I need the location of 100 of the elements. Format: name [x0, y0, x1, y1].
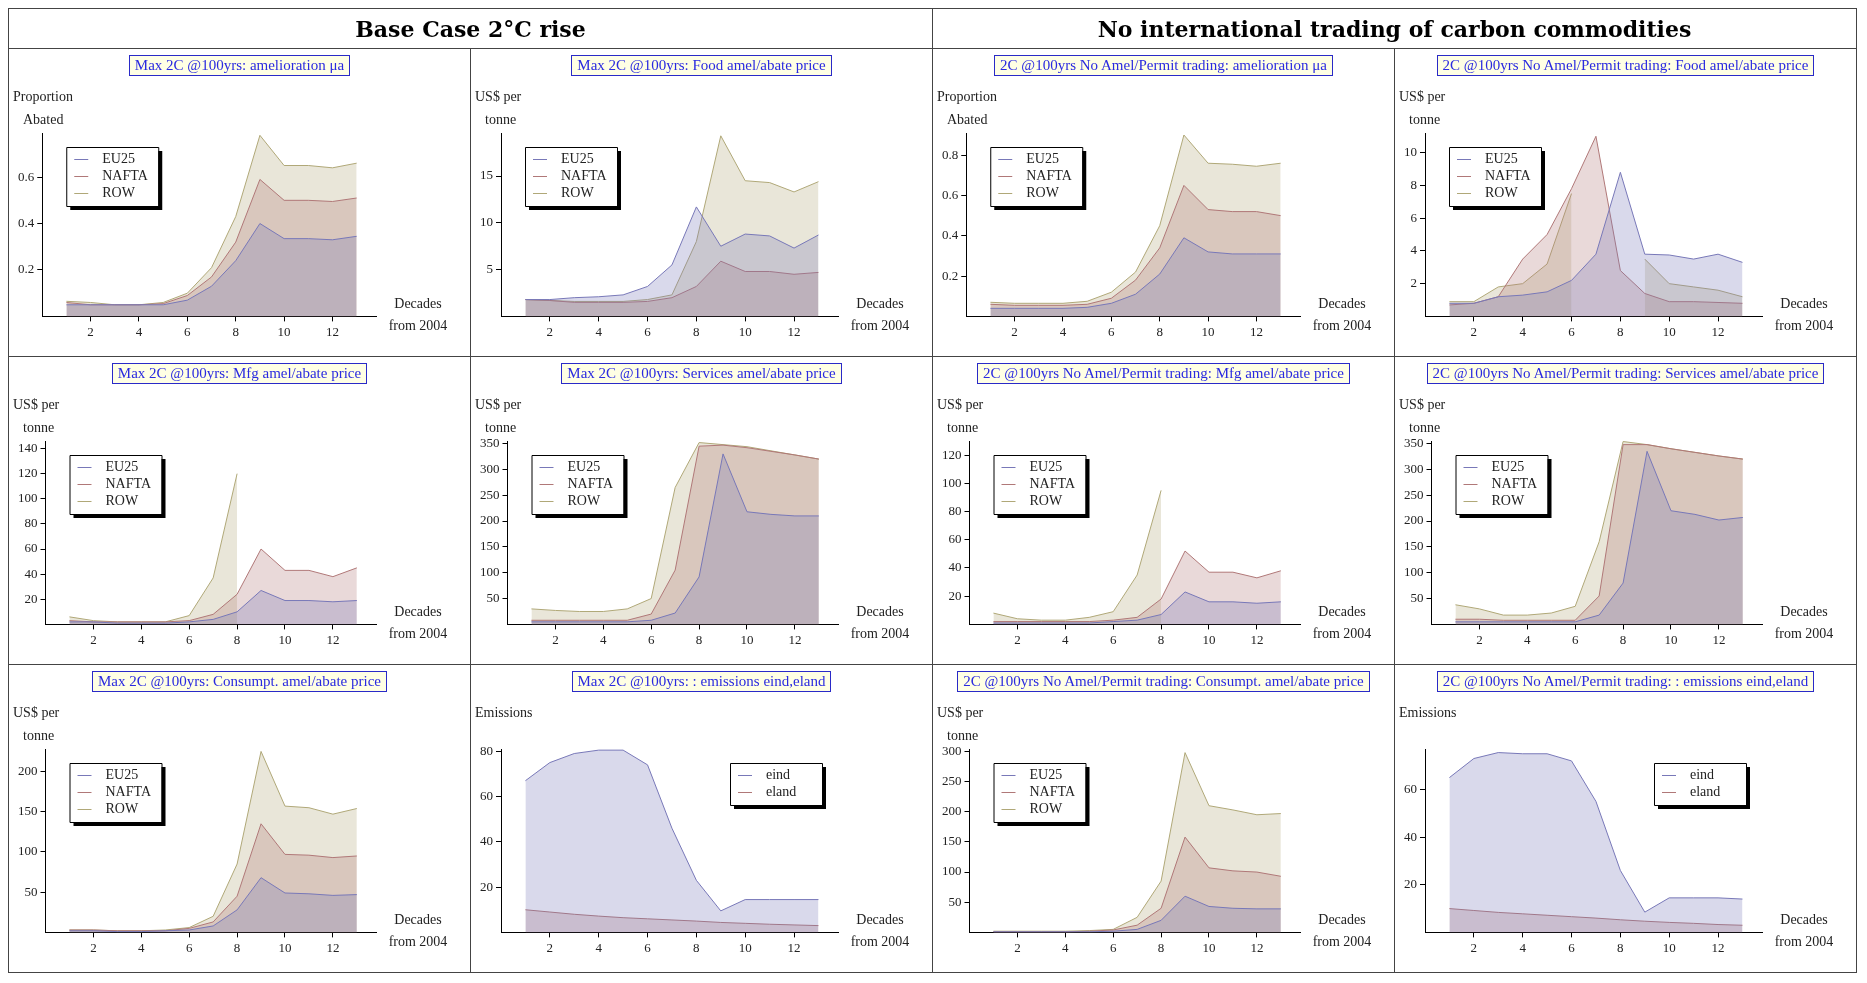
text: Base Case 2°C rise — [355, 15, 586, 42]
y-tick-label: 120 — [18, 465, 38, 481]
legend-label: eland — [766, 784, 797, 800]
legend-label: eland — [1690, 784, 1721, 800]
x-tick-label: 8 — [233, 939, 241, 955]
y-tick-label: 50 — [1410, 589, 1424, 605]
x-tick-label: 2 — [1014, 939, 1021, 955]
y-tick-label: 200 — [480, 512, 500, 528]
x-tick-label: 6 — [644, 323, 652, 339]
x-axis-title: Decades from 2004 — [388, 604, 448, 642]
chart-title: 2C @100yrs No Amel/Permit trading: amelioration μa — [994, 55, 1333, 76]
x-tick-label: 8 — [695, 631, 703, 647]
y-tick-label: 150 — [480, 538, 500, 554]
x-tick-label: 10 — [738, 323, 752, 339]
chart-title: Max 2C @100yrs: Mfg amel/abate price — [111, 363, 368, 384]
x-tick-label: 6 — [185, 631, 193, 647]
y-tick-label: 60 — [1404, 780, 1417, 796]
x-tick-label: 4 — [1059, 323, 1067, 339]
x-tick-label: 10 — [277, 323, 291, 339]
legend-label: ROW — [1029, 801, 1063, 817]
legend-label: EU25 — [1029, 767, 1063, 783]
legend-label: ROW — [1026, 185, 1060, 201]
y-tick-label: 100 — [942, 863, 962, 879]
x-tick-label: 2 — [1011, 323, 1018, 339]
y-tick-label: 5 — [486, 261, 493, 277]
chart-title: Max 2C @100yrs: : emissions eind,eland — [571, 671, 832, 692]
chart-title: 2C @100yrs No Amel/Permit trading: Services amel/abate price — [1426, 363, 1825, 384]
chart-title: 2C @100yrs No Amel/Permit trading: Mfg amel/abate price — [977, 363, 1350, 384]
x-tick-label: 2 — [90, 631, 97, 647]
x-tick-label: 10 — [278, 939, 292, 955]
legend-label: EU25 — [1026, 151, 1059, 167]
x-tick-label: 10 — [1201, 323, 1215, 339]
y-axis-title: US$ per tonne — [475, 397, 522, 435]
y-tick-label: 150 — [942, 833, 962, 849]
y-tick-label: 50 — [486, 589, 500, 605]
legend-label: NAFTA — [102, 168, 149, 184]
y-tick-label: 100 — [942, 474, 962, 490]
x-tick-label: 8 — [1156, 323, 1163, 339]
x-axis-title: Decades from 2004 — [1774, 912, 1834, 950]
y-axis-title: US$ per tonne — [937, 397, 984, 435]
x-tick-label: 2 — [90, 939, 97, 955]
legend-label: EU25 — [567, 459, 601, 475]
y-axis-title: Emissions — [475, 705, 533, 720]
y-tick-label: 120 — [942, 446, 962, 462]
x-tick-label: 4 — [138, 631, 146, 647]
x-tick-label: 12 — [1249, 323, 1263, 339]
y-tick-label: 4 — [1410, 242, 1418, 258]
x-tick-label: 10 — [278, 631, 292, 647]
x-tick-label: 6 — [1568, 939, 1576, 955]
y-tick-label: 200 — [1404, 512, 1424, 528]
x-axis-title: Decades from 2004 — [1312, 604, 1372, 642]
text: No international trading of carbon commodities — [1097, 15, 1692, 42]
x-axis-title: Decades from 2004 — [388, 296, 448, 334]
x-tick-label: 10 — [1664, 631, 1678, 647]
legend-label: ROW — [1491, 493, 1525, 509]
y-tick-label: 80 — [948, 502, 962, 518]
legend-label: NAFTA — [1026, 168, 1073, 184]
x-tick-label: 12 — [787, 323, 801, 339]
y-tick-label: 20 — [948, 587, 962, 603]
chart-title: 2C @100yrs No Amel/Permit trading: Consumpt. amel/abate price — [957, 671, 1370, 692]
x-tick-label: 4 — [1524, 631, 1532, 647]
legend-label: EU25 — [1485, 151, 1518, 167]
y-tick-label: 0.4 — [18, 214, 35, 230]
x-axis-title: Decades from 2004 — [388, 912, 448, 950]
chart-title: Max 2C @100yrs: Services amel/abate price — [561, 363, 842, 384]
y-tick-label: 0.4 — [942, 227, 959, 243]
y-tick-label: 200 — [18, 762, 38, 778]
x-tick-label: 12 — [1250, 939, 1264, 955]
y-tick-label: 60 — [24, 540, 38, 556]
y-tick-label: 140 — [18, 439, 38, 455]
y-axis-title: US$ per tonne — [1399, 89, 1446, 127]
y-tick-label: 0.2 — [942, 267, 959, 283]
y-tick-label: 250 — [942, 773, 962, 788]
y-tick-label: 0.6 — [18, 168, 35, 184]
y-axis-title: Proportion Abated — [937, 89, 997, 127]
x-tick-label: 10 — [1202, 631, 1216, 647]
y-tick-label: 0.8 — [942, 146, 959, 162]
x-tick-label: 12 — [325, 323, 339, 339]
x-tick-label: 12 — [326, 631, 340, 647]
x-tick-label: 12 — [787, 939, 801, 955]
legend-label: NAFTA — [1491, 476, 1538, 492]
x-tick-label: 10 — [740, 631, 754, 647]
x-tick-label: 6 — [1109, 631, 1117, 647]
legend-label: ROW — [105, 801, 139, 817]
y-tick-label: 150 — [18, 803, 38, 819]
legend-label: NAFTA — [105, 784, 152, 800]
y-axis-title: US$ per tonne — [475, 89, 522, 127]
chart-title: Max 2C @100yrs: Consumpt. amel/abate price — [92, 671, 387, 692]
x-tick-label: 6 — [1571, 631, 1579, 647]
y-tick-label: 10 — [480, 214, 493, 230]
y-tick-label: 40 — [24, 565, 38, 581]
legend-label: ROW — [102, 185, 136, 201]
x-tick-label: 8 — [1157, 631, 1165, 647]
y-tick-label: 40 — [480, 833, 493, 849]
y-tick-label: 350 — [480, 435, 500, 450]
y-tick-label: 100 — [1404, 564, 1424, 580]
x-tick-label: 10 — [738, 939, 752, 955]
x-tick-label: 4 — [595, 323, 603, 339]
x-tick-label: 12 — [1711, 323, 1725, 339]
y-tick-label: 20 — [24, 590, 38, 606]
